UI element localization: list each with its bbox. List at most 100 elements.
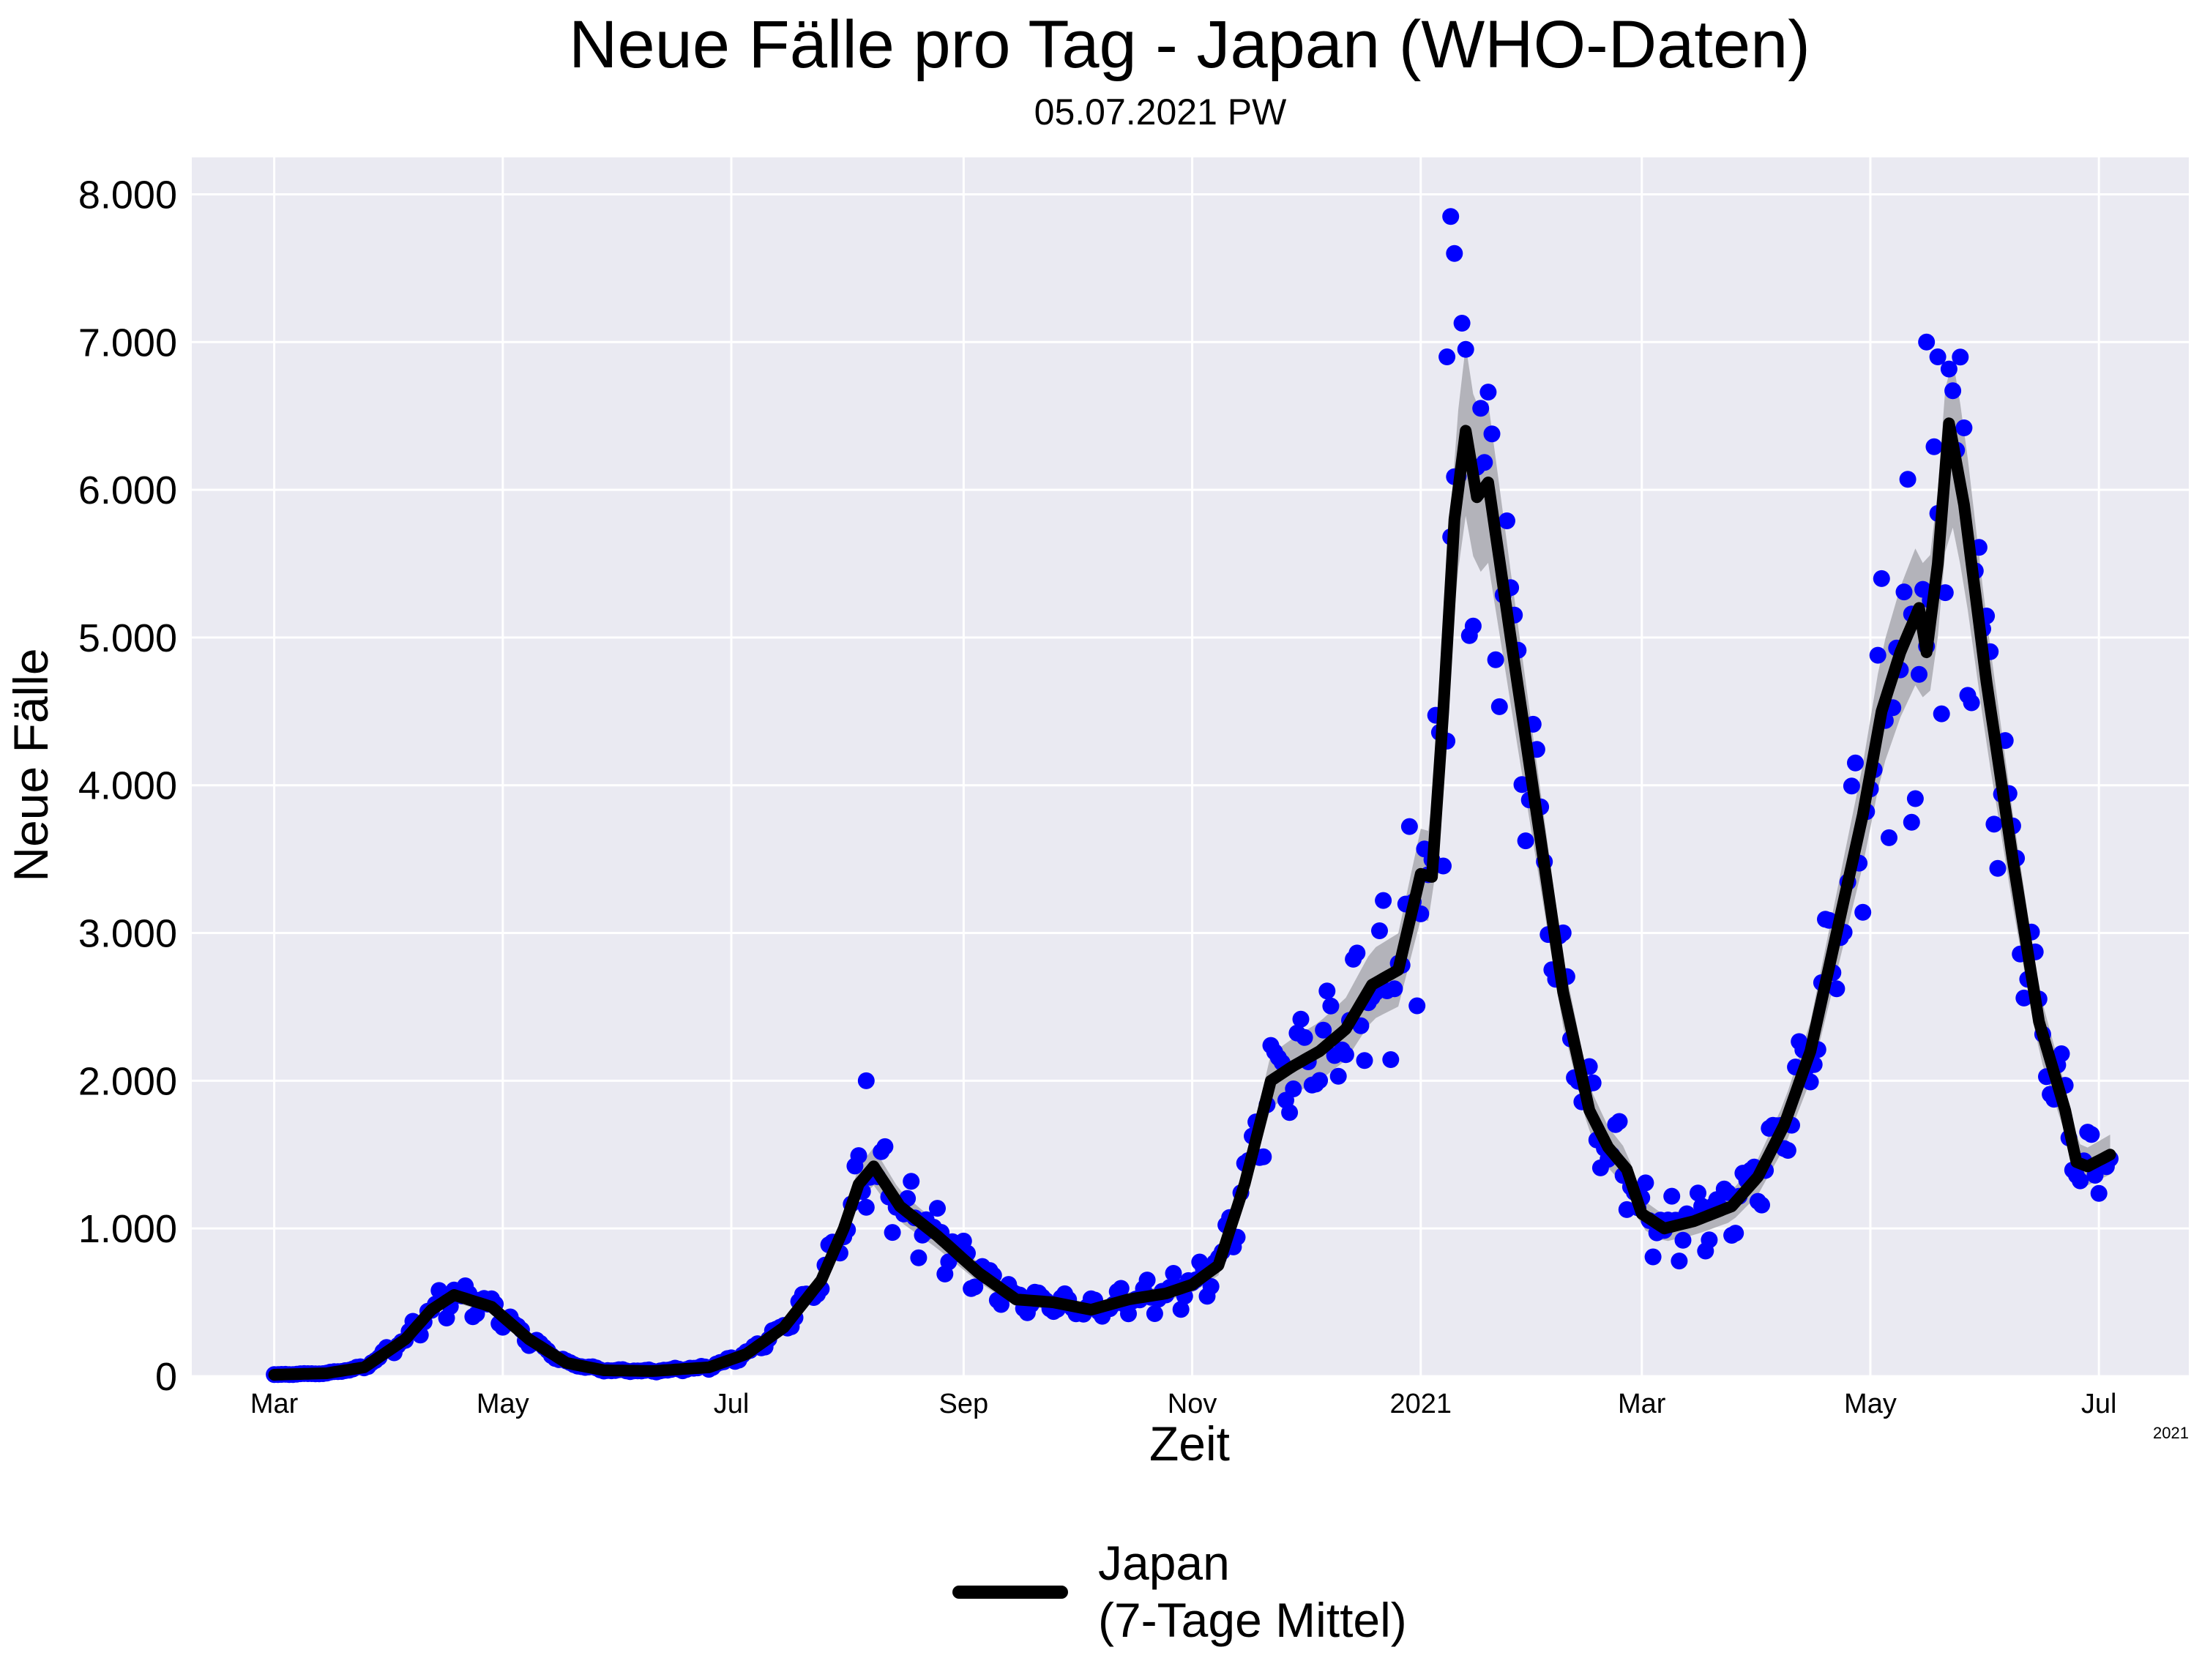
daily-point: [1457, 340, 1474, 358]
daily-point: [1963, 694, 1980, 712]
daily-point: [910, 1249, 928, 1266]
daily-point: [1911, 665, 1927, 683]
daily-point: [1955, 419, 1973, 436]
y-tick-labels: 0 1.000 2.000 3.000 4.000 5.000 6.000 7.000 8.00…: [78, 173, 177, 1399]
chart-title: Neue Fälle pro Tag - Japan (WHO-Daten): [569, 7, 1810, 82]
daily-point: [1476, 454, 1493, 471]
daily-point: [1371, 922, 1388, 939]
daily-point: [1637, 1174, 1654, 1192]
daily-point: [1318, 982, 1336, 1000]
daily-point: [1472, 400, 1490, 417]
daily-point: [1869, 646, 1886, 664]
daily-point: [1847, 754, 1864, 772]
daily-point: [1843, 777, 1860, 795]
daily-point: [1895, 583, 1913, 601]
daily-point: [1386, 980, 1403, 998]
daily-point: [1944, 382, 1962, 400]
x-tick-labels: Mar May Jul Sep Nov 2021 Mar May Jul: [250, 1389, 2117, 1419]
daily-point: [929, 1200, 946, 1217]
x-tick-label: May: [1844, 1389, 1897, 1419]
daily-point: [1400, 818, 1418, 835]
daily-point: [1146, 1305, 1163, 1322]
daily-point: [1881, 829, 1897, 846]
y-tick-label: 2.000: [78, 1059, 177, 1103]
daily-point: [1337, 1046, 1354, 1064]
daily-point: [1356, 1052, 1373, 1069]
x-tick-label: Nov: [1168, 1389, 1217, 1419]
daily-point: [1311, 1072, 1329, 1089]
daily-point-peak: [1446, 244, 1463, 262]
daily-point: [1292, 1010, 1310, 1028]
daily-point: [1690, 1184, 1706, 1202]
daily-point: [1315, 1021, 1332, 1039]
daily-point: [1453, 315, 1471, 332]
daily-point: [1671, 1252, 1688, 1270]
daily-point-peak: [1929, 348, 1947, 365]
daily-point: [1663, 1187, 1681, 1205]
daily-point: [1828, 980, 1845, 998]
legend-label-line-1: Japan: [1098, 1536, 1230, 1590]
y-tick-label: 1.000: [78, 1207, 177, 1251]
legend-label-line-2: (7-Tage Mittel): [1098, 1593, 1407, 1647]
daily-point: [1940, 360, 1957, 378]
daily-point: [1483, 425, 1501, 443]
daily-point: [1644, 1248, 1662, 1266]
daily-point-peak: [1438, 348, 1456, 365]
x-tick-label: Mar: [250, 1389, 299, 1419]
daily-point: [1479, 384, 1497, 401]
y-tick-label: 6.000: [78, 468, 177, 512]
x-axis-label: Zeit: [1149, 1416, 1230, 1471]
daily-point: [2015, 989, 2033, 1007]
daily-point: [1985, 815, 2003, 833]
daily-point: [2072, 1172, 2089, 1190]
daily-point: [1899, 471, 1917, 488]
mean-line-japan: [268, 417, 2116, 1381]
daily-point: [1382, 1051, 1400, 1068]
daily-point: [884, 1224, 901, 1242]
y-tick-label: 3.000: [78, 912, 177, 956]
daily-point-peak: [1918, 333, 1936, 351]
daily-point-peak: [1442, 208, 1460, 225]
daily-point: [1727, 1225, 1744, 1242]
daily-point: [1375, 892, 1392, 909]
daily-point: [1925, 438, 1943, 455]
daily-point: [876, 1138, 894, 1155]
daily-point: [1165, 1265, 1182, 1282]
daily-point: [1487, 651, 1504, 668]
y-tick-label: 4.000: [78, 764, 177, 808]
y-tick-label: 7.000: [78, 321, 177, 365]
daily-point: [1435, 857, 1452, 875]
daily-point: [1989, 859, 2007, 877]
daily-point: [1779, 1142, 1796, 1159]
daily-point: [1701, 1231, 1718, 1249]
legend-label: Japan (7-Tage Mittel): [1098, 1536, 1407, 1647]
daily-point: [850, 1147, 867, 1165]
daily-point: [1490, 698, 1508, 715]
y-axis-label: Neue Fälle: [4, 648, 58, 881]
legend: Japan (7-Tage Mittel): [952, 1536, 1407, 1647]
y-tick-label: 0: [155, 1355, 177, 1399]
daily-point: [1952, 348, 1969, 366]
daily-point: [857, 1198, 875, 1216]
daily-point: [1281, 1104, 1299, 1121]
x-tick-label: Jul: [714, 1389, 750, 1419]
x-tick-label: May: [477, 1389, 529, 1419]
daily-point: [2053, 1045, 2070, 1062]
daily-point: [1873, 570, 1890, 587]
x-tick-label: Mar: [1618, 1389, 1666, 1419]
daily-point: [1854, 903, 1872, 921]
daily-point: [903, 1173, 920, 1190]
daily-point: [1753, 1196, 1770, 1214]
x-tick-label: Jul: [2081, 1389, 2117, 1419]
daily-point: [2083, 1126, 2100, 1143]
daily-point: [1611, 1113, 1628, 1130]
daily-point: [1285, 1080, 1302, 1097]
daily-point: [1464, 617, 1482, 635]
daily-point: [1933, 705, 1950, 723]
x-tick-label: Sep: [939, 1389, 989, 1419]
daily-point: [1296, 1028, 1313, 1046]
daily-point: [1172, 1301, 1190, 1318]
daily-point: [1112, 1280, 1130, 1297]
daily-point-peak: [1903, 813, 1920, 831]
